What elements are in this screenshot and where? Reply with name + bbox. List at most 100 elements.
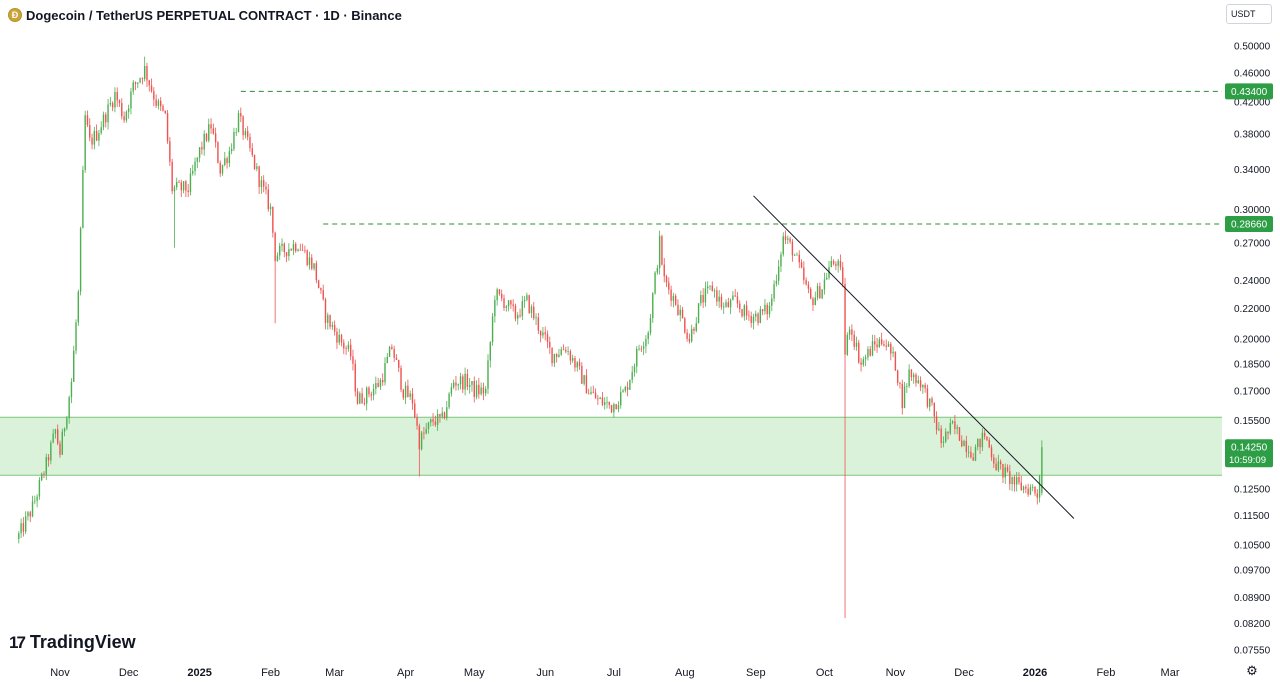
candle[interactable]: [990, 444, 993, 461]
candle[interactable]: [526, 292, 528, 302]
candle[interactable]: [958, 427, 961, 442]
candle[interactable]: [427, 421, 430, 434]
candle[interactable]: [434, 415, 437, 427]
candle[interactable]: [1029, 484, 1032, 496]
candle[interactable]: [951, 420, 954, 425]
candle[interactable]: [196, 157, 199, 169]
symbol-title[interactable]: Dogecoin / TetherUS PERPETUAL CONTRACT ·…: [26, 7, 402, 23]
candle[interactable]: [89, 118, 91, 142]
candle[interactable]: [601, 391, 604, 407]
candle[interactable]: [826, 272, 828, 280]
candle[interactable]: [269, 203, 272, 216]
candle[interactable]: [645, 335, 647, 354]
candle[interactable]: [972, 452, 974, 461]
candle[interactable]: [693, 326, 695, 335]
candle[interactable]: [1015, 471, 1018, 492]
candle[interactable]: [638, 344, 640, 351]
candle[interactable]: [304, 245, 306, 254]
candle[interactable]: [233, 127, 235, 152]
candle[interactable]: [313, 263, 315, 271]
candle[interactable]: [95, 124, 98, 142]
candle[interactable]: [750, 311, 752, 328]
candle[interactable]: [404, 381, 407, 405]
candle[interactable]: [409, 390, 411, 401]
candle[interactable]: [521, 295, 524, 321]
candle[interactable]: [276, 252, 279, 262]
candle[interactable]: [537, 312, 540, 335]
candle[interactable]: [372, 383, 375, 401]
currency-button[interactable]: USDT: [1226, 4, 1272, 24]
candle[interactable]: [66, 416, 68, 431]
candle[interactable]: [931, 396, 933, 406]
candle[interactable]: [249, 133, 251, 152]
candle[interactable]: [732, 291, 734, 301]
candle[interactable]: [377, 377, 379, 388]
candle[interactable]: [393, 345, 395, 362]
candle[interactable]: [425, 423, 427, 435]
candle[interactable]: [324, 297, 327, 330]
candle[interactable]: [775, 274, 778, 287]
candle[interactable]: [1004, 463, 1006, 484]
candle[interactable]: [203, 130, 205, 156]
candle[interactable]: [79, 226, 82, 296]
candle[interactable]: [661, 234, 663, 266]
candle[interactable]: [514, 303, 517, 322]
candle[interactable]: [567, 346, 569, 356]
candle[interactable]: [258, 165, 260, 194]
candle[interactable]: [208, 118, 210, 143]
candle[interactable]: [510, 299, 512, 310]
candle[interactable]: [315, 260, 318, 284]
candle[interactable]: [626, 381, 629, 397]
candle[interactable]: [1025, 484, 1027, 494]
resistance-price-label[interactable]: 0.43400: [1231, 87, 1268, 98]
candle[interactable]: [63, 427, 66, 437]
candle[interactable]: [720, 293, 723, 310]
candle[interactable]: [961, 435, 963, 448]
candle[interactable]: [395, 354, 398, 360]
candle[interactable]: [47, 453, 50, 467]
candle[interactable]: [1009, 464, 1011, 491]
candle[interactable]: [704, 281, 707, 307]
candle[interactable]: [690, 324, 693, 343]
candle[interactable]: [398, 359, 400, 373]
candle[interactable]: [594, 388, 597, 399]
candle[interactable]: [716, 286, 718, 306]
candle[interactable]: [459, 372, 462, 390]
candle[interactable]: [837, 258, 839, 273]
candle[interactable]: [352, 349, 354, 371]
candle[interactable]: [523, 296, 526, 308]
candle[interactable]: [116, 87, 118, 107]
candle[interactable]: [432, 413, 434, 427]
candle[interactable]: [212, 123, 215, 135]
candle[interactable]: [993, 454, 995, 469]
candle[interactable]: [217, 141, 219, 164]
candle[interactable]: [198, 147, 201, 163]
candle[interactable]: [478, 378, 480, 399]
candle[interactable]: [658, 230, 661, 275]
candle[interactable]: [519, 308, 521, 318]
candle[interactable]: [36, 494, 38, 508]
candle[interactable]: [368, 386, 370, 398]
candle[interactable]: [668, 277, 670, 295]
candle[interactable]: [901, 379, 903, 415]
settings-gear-icon[interactable]: ⚙: [1246, 663, 1258, 678]
candle[interactable]: [505, 304, 508, 312]
candle[interactable]: [853, 330, 855, 351]
candle[interactable]: [228, 146, 231, 168]
candle[interactable]: [896, 369, 899, 386]
candle[interactable]: [546, 330, 549, 349]
candle[interactable]: [761, 309, 764, 316]
candle[interactable]: [105, 112, 107, 128]
candle[interactable]: [148, 79, 150, 92]
candle[interactable]: [27, 510, 29, 521]
candle[interactable]: [416, 413, 418, 430]
candle[interactable]: [450, 383, 453, 397]
candle[interactable]: [729, 298, 732, 315]
candle[interactable]: [752, 313, 755, 330]
candle[interactable]: [194, 157, 196, 176]
candle[interactable]: [828, 260, 830, 280]
candle[interactable]: [475, 380, 478, 400]
candle[interactable]: [45, 453, 47, 480]
candle[interactable]: [871, 334, 874, 357]
candle[interactable]: [640, 345, 643, 353]
